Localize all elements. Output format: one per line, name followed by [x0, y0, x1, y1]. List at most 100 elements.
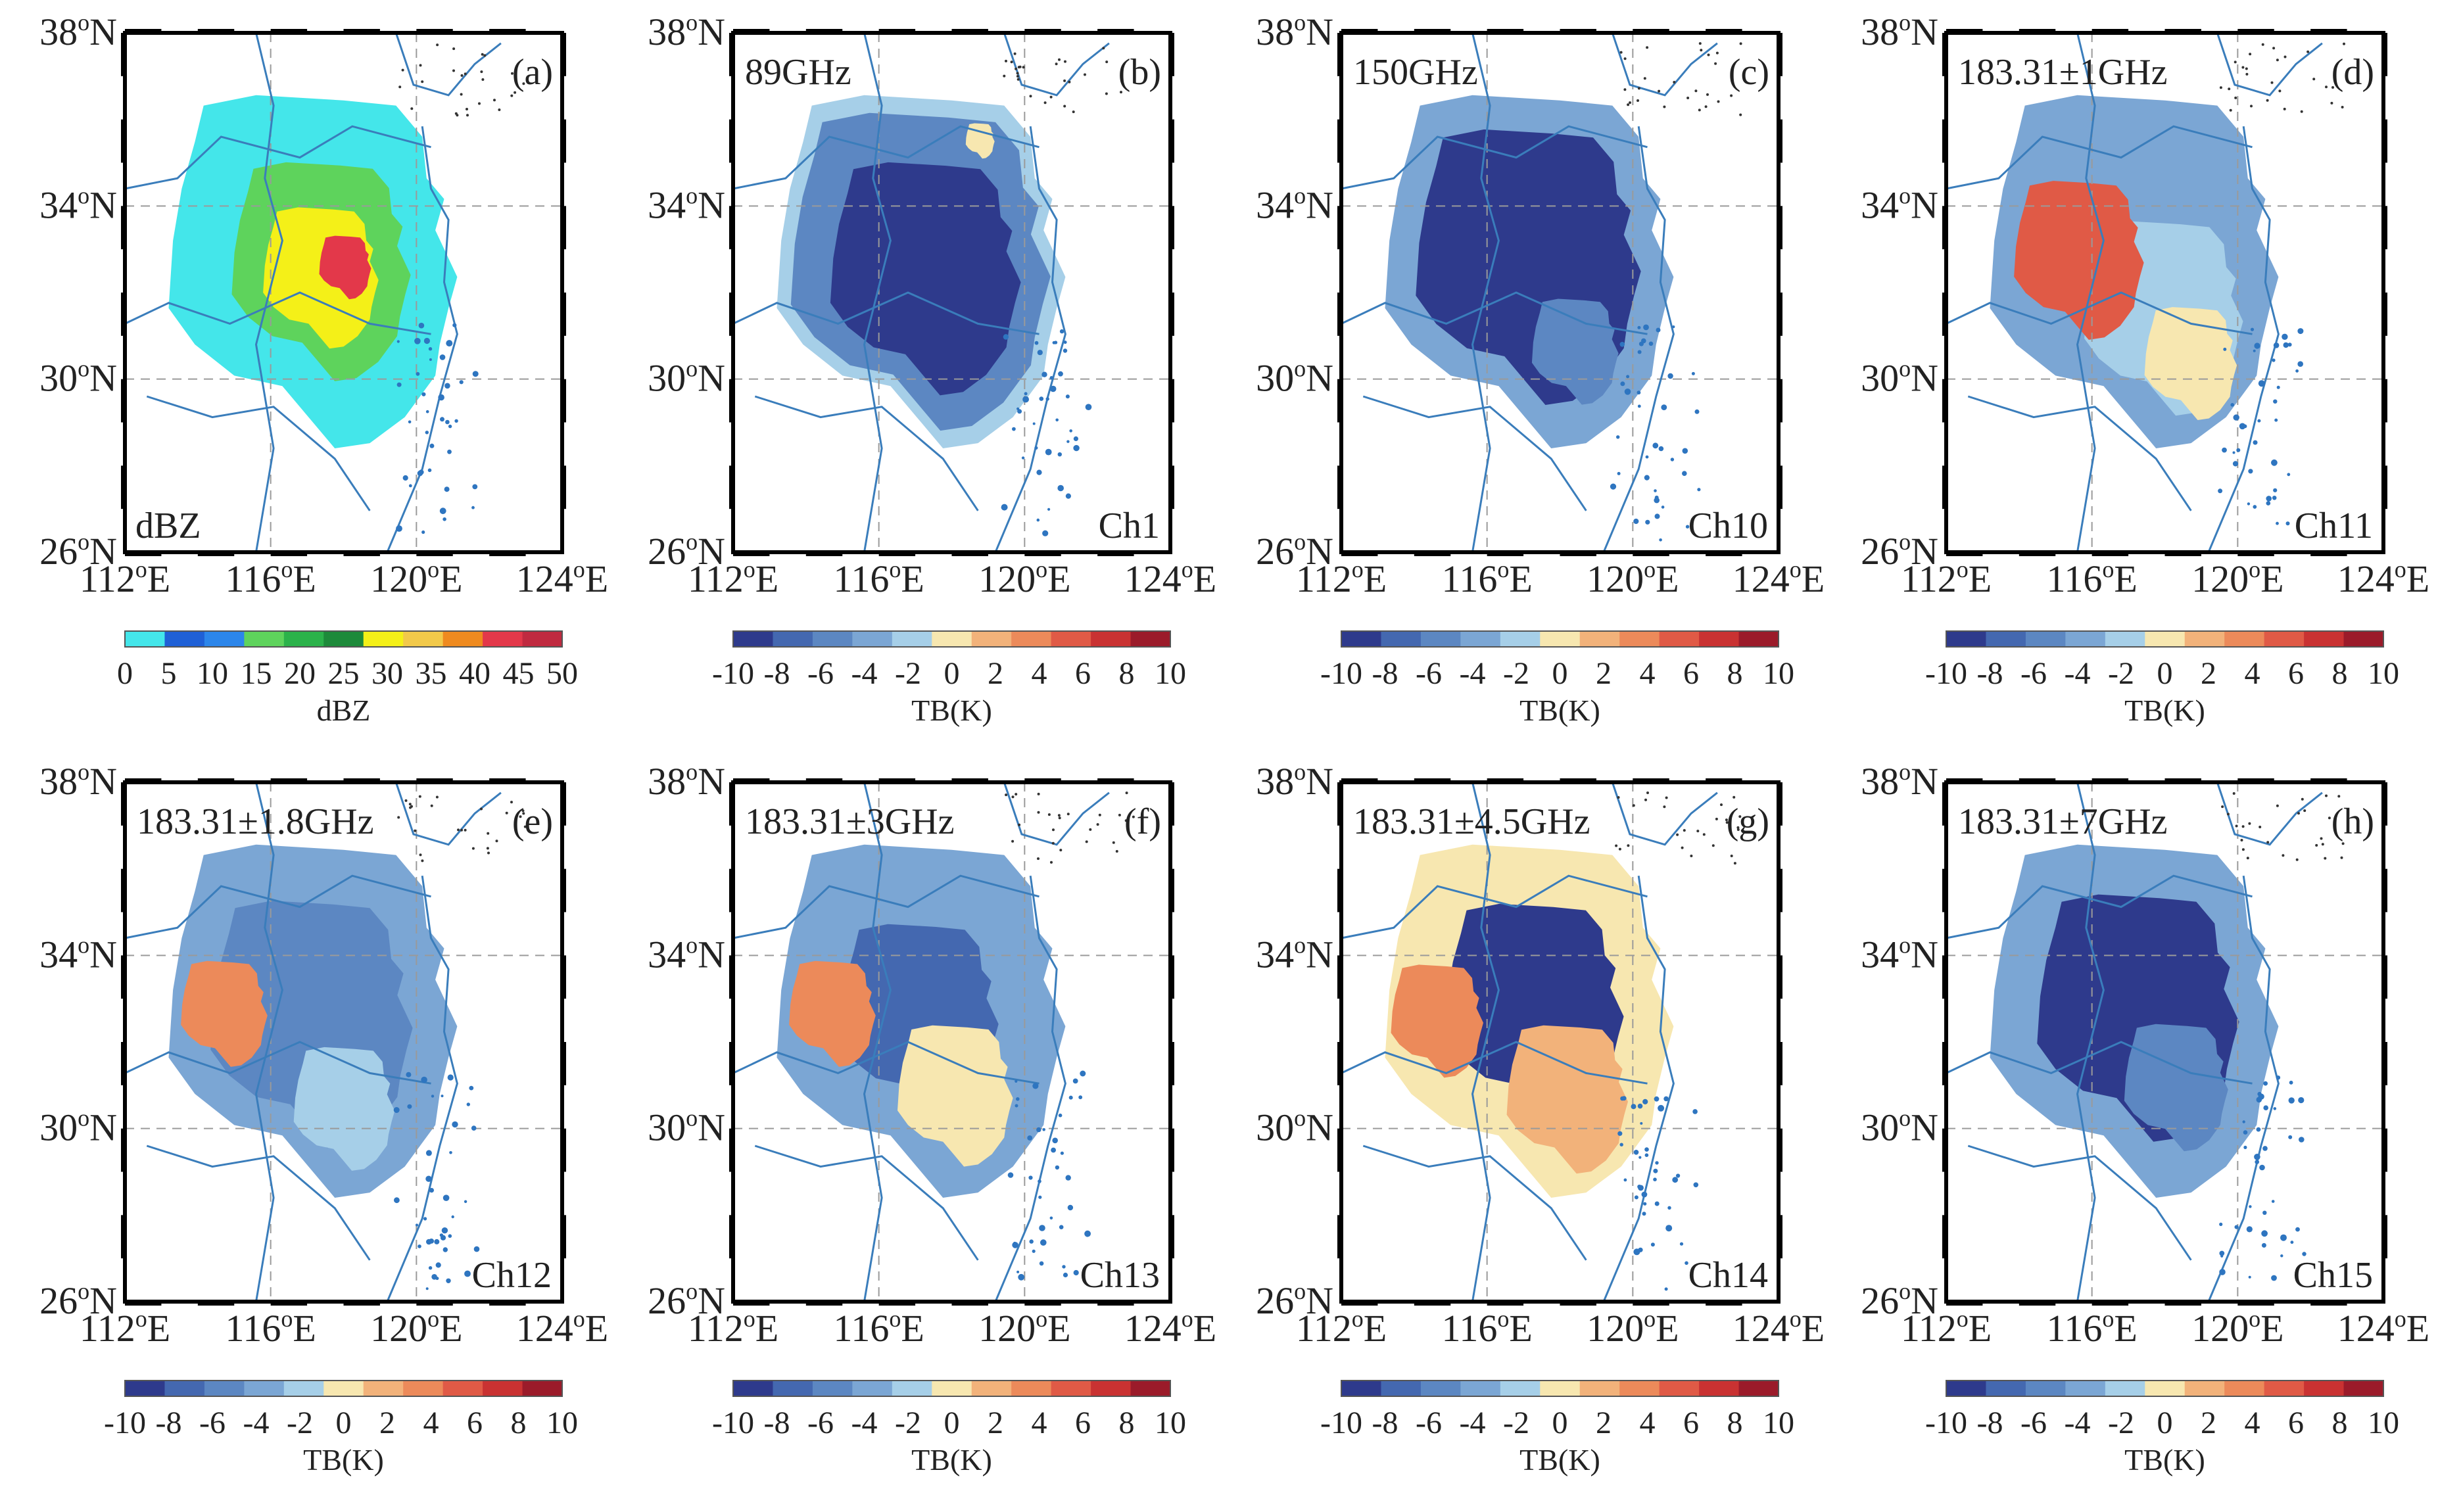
colorbar-segment [892, 1381, 932, 1396]
island-dot [1067, 1204, 1074, 1211]
island-dot [2253, 440, 2258, 445]
frame-tick [729, 119, 734, 163]
frame-tick [1341, 551, 1378, 556]
colorbar-tick-label: 8 [1727, 656, 1743, 691]
island-dot [1627, 844, 1630, 847]
island-dot [1017, 409, 1022, 414]
border-line [1341, 125, 1648, 190]
island-dot [1105, 92, 1108, 95]
frame-tick [121, 206, 126, 250]
colorbar-tick-label: 0 [336, 1406, 352, 1440]
island-dot [396, 340, 400, 343]
colorbar-segment [204, 631, 245, 647]
island-dot [438, 394, 444, 401]
frame-tick [125, 1300, 162, 1306]
island-dot [1016, 1097, 1020, 1101]
island-dot [2301, 797, 2304, 801]
island-dot [1632, 804, 1635, 807]
island-dot [1715, 817, 1718, 820]
island-dot [1059, 849, 1063, 852]
frame-tick [878, 778, 916, 784]
frame-tick [2019, 29, 2056, 34]
border-line [1602, 126, 1675, 553]
frame-tick [951, 29, 988, 34]
island-dot [435, 1262, 441, 1268]
island-dot [1638, 1156, 1642, 1159]
lon-tick-label: 116oE [834, 1306, 924, 1350]
island-dot [430, 804, 433, 807]
frame-tick [2019, 778, 2056, 784]
frame-tick [2091, 551, 2129, 556]
frame-tick [197, 551, 235, 556]
lon-tick-label: 112oE [688, 556, 778, 600]
frame-tick [1487, 1300, 1524, 1306]
frame-tick [270, 29, 308, 34]
island-dot [1681, 846, 1684, 849]
lat-tick-label: 30oN [1861, 356, 1938, 400]
island-dot [448, 340, 452, 344]
colorbar-segment [1659, 631, 1700, 647]
colorbar-tick-label: -6 [807, 1406, 834, 1440]
island-dot [2234, 96, 2237, 99]
colorbar-title: TB(K) [2124, 1443, 2205, 1477]
island-dot [1068, 1095, 1073, 1100]
island-dot [1707, 53, 1710, 57]
lat-tick-label: 38oN [648, 759, 725, 803]
colorbar-segment [1986, 631, 2026, 647]
frame-tick [1777, 868, 1782, 912]
colorbar-tick-label: -4 [1460, 656, 1486, 691]
island-dot [1059, 1225, 1064, 1229]
colorbar-segment [2264, 631, 2305, 647]
frame-tick [729, 206, 734, 250]
island-dot [1623, 88, 1627, 91]
island-dot [1132, 815, 1135, 818]
island-dot [2223, 347, 2227, 351]
island-dot [1041, 371, 1047, 377]
island-dot [464, 1200, 467, 1204]
island-dot [2266, 841, 2270, 844]
north-islands [398, 43, 525, 117]
island-dot [1676, 1173, 1681, 1178]
frame-tick [878, 29, 916, 34]
island-dot [1643, 77, 1646, 80]
border-line [1003, 782, 1110, 846]
colorbar-tick-label: 2 [1596, 1406, 1612, 1440]
island-dot [429, 443, 435, 448]
frame-tick [489, 551, 526, 556]
island-dot [2256, 1127, 2261, 1132]
island-dot [1730, 855, 1733, 857]
border-line [1946, 874, 2253, 939]
colorbar-tick-label: -10 [1320, 656, 1362, 691]
island-dot [452, 323, 457, 327]
colorbar-segment [1579, 1381, 1620, 1396]
north-islands [1005, 791, 1135, 864]
border-line [1362, 1145, 1587, 1261]
frame-tick [270, 778, 308, 784]
island-dot [1646, 791, 1649, 794]
colorbar-tick-label: 0 [2157, 1406, 2173, 1440]
island-dot [498, 108, 501, 111]
border-line [2207, 126, 2280, 553]
north-islands [2219, 42, 2345, 113]
colorbar-segment [1381, 1381, 1422, 1396]
island-dot [460, 93, 463, 96]
frame-tick [2382, 293, 2387, 336]
island-dot [2219, 1222, 2223, 1226]
island-dot [2307, 50, 2310, 53]
frame-tick [1560, 29, 1596, 34]
island-dot [1032, 1249, 1036, 1253]
island-dot [1644, 1153, 1649, 1157]
island-dot [1736, 826, 1740, 829]
island-dot [2297, 812, 2300, 815]
island-dot [1049, 385, 1057, 392]
island-dot [466, 108, 468, 110]
lon-tick-label: 116oE [1442, 556, 1533, 600]
data-field [1990, 844, 2279, 1198]
island-dot [459, 380, 464, 385]
frame-tick [1946, 1300, 1983, 1306]
colorbar-segment [852, 631, 893, 647]
colorbar: -10 -8 -6 -4 -2 0 2 4 6 8 10 TB(K) [104, 1380, 578, 1477]
colorbar-segment [2065, 1381, 2106, 1396]
island-dot [1084, 1230, 1091, 1237]
